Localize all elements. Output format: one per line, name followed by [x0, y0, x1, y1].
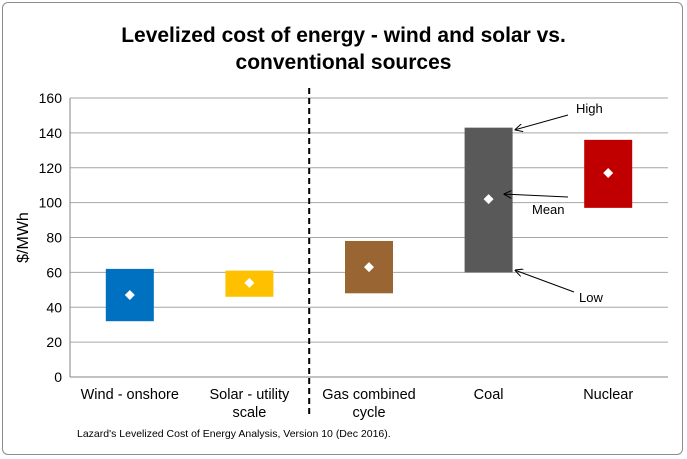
- category-label-nuclear: Nuclear: [583, 387, 633, 403]
- category-label-solar-utility-scale: scale: [232, 405, 266, 421]
- annotation-arrow-low: [516, 270, 574, 292]
- y-tick-label: 140: [39, 125, 63, 141]
- annotation-arrow-high: [516, 115, 568, 130]
- annotation-label-low: Low: [579, 290, 603, 305]
- chart-plot: 0 20 40 60 80 100 120 140 160 $/MWh Wind - onshore…: [0, 0, 687, 459]
- y-tick-label: 0: [54, 369, 62, 385]
- category-label-gas-combined-cycle: Gas combined: [322, 387, 416, 403]
- y-tick-label: 100: [39, 195, 63, 211]
- y-tick-label: 80: [46, 230, 62, 246]
- y-tick-label: 60: [46, 264, 62, 280]
- y-tick-label: 40: [46, 299, 62, 315]
- annotation-label-high: High: [576, 101, 603, 116]
- source-note: Lazard's Levelized Cost of Energy Analys…: [77, 428, 391, 440]
- category-label-coal: Coal: [474, 387, 504, 403]
- category-label-gas-combined-cycle: cycle: [352, 405, 385, 421]
- category-label-solar-utility-scale: Solar - utility: [210, 387, 291, 403]
- annotation-label-mean: Mean: [532, 202, 565, 217]
- y-tick-label: 120: [39, 160, 63, 176]
- annotation-arrow-mean: [505, 194, 568, 197]
- category-label-wind-onshore: Wind - onshore: [81, 387, 179, 403]
- y-tick-label: 160: [39, 90, 63, 106]
- y-axis-title: $/MWh: [15, 212, 32, 263]
- y-tick-label: 20: [46, 334, 62, 350]
